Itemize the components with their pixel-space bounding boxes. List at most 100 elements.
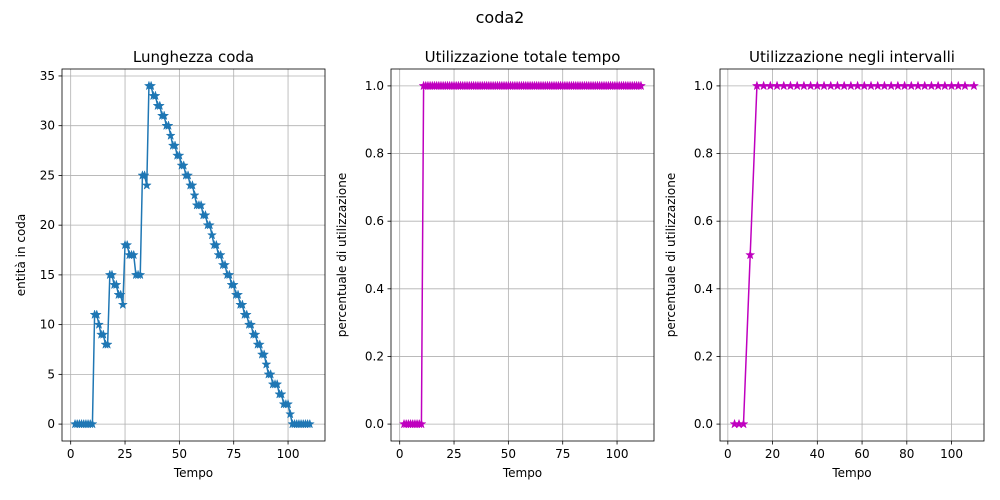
subplot-3-ytick-label-1: 0.2: [694, 349, 713, 363]
subplot-3-point-18: [845, 80, 856, 91]
subplot-1-point-58: [196, 199, 207, 210]
subplot-1-point-55: [189, 189, 200, 200]
subplot-1-point-35: [146, 80, 157, 91]
subplot-3-ytick-label-3: 0.6: [694, 214, 713, 228]
subplot-3-point-17: [839, 80, 850, 91]
subplot-1-ylabel: entità in coda: [14, 214, 28, 297]
subplot-1-ytick-label-6: 30: [40, 119, 55, 133]
subplot-1-point-95: [276, 388, 287, 399]
subplot-1-xtick-label-4: 100: [277, 447, 300, 461]
subplot-2-point-109: [635, 80, 647, 91]
subplot-3-point-10: [792, 80, 803, 91]
subplot-1-point-88: [261, 359, 272, 369]
subplot-3-point-23: [879, 80, 890, 91]
subplot-1-point-44: [165, 130, 176, 140]
subplot-1-point-30: [135, 269, 146, 280]
subplot-3-point-7: [771, 80, 783, 91]
subplot-1-point-22: [117, 299, 128, 310]
subplot-1-point-65: [211, 239, 222, 250]
subplot-2-ytick-label-4: 0.8: [365, 147, 384, 161]
subplot-1-xtick-label-0: 0: [67, 447, 75, 461]
subplot-1-point-71: [224, 269, 235, 280]
subplot-1-point-48: [174, 150, 185, 160]
subplot-1-ytick-label-7: 35: [40, 69, 55, 83]
subplot-3-ytick-label-5: 1.0: [694, 79, 713, 93]
subplot-1-xtick-label-3: 75: [226, 447, 241, 461]
subplot-1-ytick-label-2: 10: [40, 318, 55, 332]
subplot-1-point-81: [245, 319, 257, 329]
subplot-3-ylabel: percentuale di utilizzazione: [664, 173, 678, 337]
subplot-1-point-33: [141, 180, 152, 190]
subplot-2: 0 25 50 75 100 0.0 0.2 0.4 0.6 0.8 1.0 Utilizzazion…: [335, 48, 655, 480]
subplot-1-point-75: [232, 289, 244, 300]
subplot-1-point-52: [182, 170, 194, 180]
subplot-1-title: Lunghezza coda: [133, 48, 254, 66]
subplot-1-point-8: [87, 418, 98, 429]
subplot-3-point-2: [738, 418, 749, 429]
subplot-1-point-85: [254, 339, 265, 349]
subplot-3-point-5: [758, 80, 769, 91]
subplot-1-point-90: [265, 368, 276, 379]
subplot-1-point-79: [241, 309, 252, 320]
subplot-3-xtick-label-1: 20: [765, 447, 780, 461]
subplot-3-xtick-label-0: 0: [724, 447, 732, 461]
subplot-1: 0 25 50 75 100 0 5 10 15 20 25 30 35 Lunghezza coda Te…: [14, 48, 326, 480]
subplot-3-point-11: [798, 80, 809, 91]
subplot-3-ytick-label-0: 0.0: [694, 417, 713, 431]
subplot-3-point-30: [926, 80, 937, 91]
subplot-3-point-3: [745, 249, 756, 260]
subplot-1-point-77: [237, 299, 248, 310]
subplot-3-series-line: [734, 85, 974, 425]
subplot-1-point-69: [219, 259, 231, 270]
subplot-3: 0 20 40 60 80 100 0.0 0.2 0.4 0.6 0.8 1.0 Utilizzazi…: [664, 48, 985, 480]
subplot-1-point-73: [228, 279, 239, 290]
subplot-1-point-54: [187, 180, 198, 190]
subplot-3-point-15: [825, 80, 836, 91]
subplot-1-point-93: [272, 378, 283, 389]
subplot-1-xlabel: Tempo: [173, 466, 213, 480]
subplot-3-point-16: [832, 80, 843, 91]
subplot-1-point-15: [102, 339, 113, 349]
subplot-3-point-26: [899, 80, 910, 91]
subplot-3-point-32: [939, 80, 950, 91]
subplot-3-ytick-label-2: 0.4: [694, 282, 713, 296]
subplot-1-point-39: [154, 100, 165, 111]
subplot-1-point-99: [285, 408, 296, 419]
subplot-2-ytick-label-2: 0.4: [365, 282, 384, 296]
subplot-3-point-35: [959, 80, 971, 91]
subplot-3-point-20: [859, 80, 870, 91]
subplot-3-ytick-label-4: 0.8: [694, 147, 713, 161]
subplot-2-xlabel: Tempo: [502, 466, 542, 480]
subplot-1-point-60: [200, 209, 211, 220]
subplot-1-point-67: [215, 249, 226, 260]
subplot-3-xtick-label-2: 40: [810, 447, 825, 461]
subplot-3-point-12: [805, 80, 816, 91]
subplot-3-point-28: [912, 80, 924, 91]
subplot-3-point-24: [886, 80, 897, 91]
subplot-3-point-9: [785, 80, 796, 91]
subplot-2-xtick-label-3: 75: [555, 447, 570, 461]
subplot-1-point-43: [163, 120, 174, 131]
subplot-2-xtick-label-4: 100: [606, 447, 629, 461]
subplot-3-point-21: [865, 80, 877, 91]
subplot-1-xtick-label-1: 25: [117, 447, 132, 461]
subplot-2-series-line: [404, 85, 641, 425]
subplot-1-point-19: [111, 279, 122, 290]
subplot-1-point-32: [139, 170, 150, 180]
subplot-2-xtick-label-0: 0: [396, 447, 404, 461]
subplot-2-xtick-label-2: 50: [501, 447, 516, 461]
subplot-3-xlabel: Tempo: [831, 466, 871, 480]
subplot-1-point-24: [122, 239, 133, 250]
subplot-3-point-27: [906, 80, 917, 91]
subplot-2-ylabel: percentuale di utilizzazione: [335, 173, 349, 337]
subplot-3-point-34: [953, 80, 964, 91]
subplot-1-ytick-label-1: 5: [47, 367, 55, 381]
subplot-3-xtick-label-4: 80: [899, 447, 914, 461]
subplot-1-point-50: [178, 160, 189, 170]
subplot-3-axes-frame: [719, 68, 985, 442]
subplot-3-point-36: [968, 80, 980, 91]
subplot-3-point-14: [818, 80, 830, 91]
subplot-1-point-27: [128, 249, 139, 260]
subplot-3-point-8: [778, 80, 789, 91]
